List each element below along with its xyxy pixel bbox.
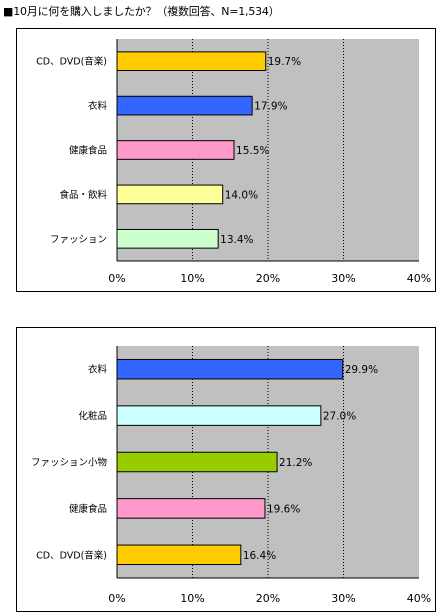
- chart-panel-2: 0% 10% 20% 30% 40% 衣料 29.9% 化粧品 27.0% ファッション小物 21.…: [16, 327, 436, 612]
- data-label: 16.4%: [243, 550, 276, 562]
- category-label: 健康食品: [69, 503, 107, 515]
- category-label: 健康食品: [69, 145, 107, 157]
- category-label: 食品・飲料: [59, 189, 107, 201]
- bar-chart-2: 0% 10% 20% 30% 40% 衣料 29.9% 化粧品 27.0% ファッション小物 21.…: [31, 346, 431, 605]
- data-label: 27.0%: [323, 411, 356, 423]
- x-tick-label: 20%: [256, 272, 280, 285]
- data-label: 19.7%: [268, 56, 301, 68]
- data-label: 14.0%: [225, 189, 258, 201]
- data-label: 15.5%: [236, 145, 269, 157]
- x-tick-label: 10%: [180, 592, 204, 605]
- x-tick-label: 40%: [407, 272, 431, 285]
- bar: [116, 95, 253, 116]
- chart-title: ■10月に何を購入しましたか？（複数回答、N=1,534）: [3, 5, 280, 18]
- bar: [116, 228, 219, 249]
- category-label: 衣料: [88, 364, 108, 376]
- data-label: 21.2%: [279, 457, 312, 469]
- x-tick-label: 0%: [108, 592, 125, 605]
- x-tick-label: 30%: [331, 272, 355, 285]
- bar: [116, 184, 224, 205]
- data-label: 13.4%: [220, 234, 253, 246]
- category-label: CD、DVD(音楽): [36, 56, 107, 68]
- category-label: CD、DVD(音楽): [36, 549, 107, 561]
- bar: [116, 498, 266, 519]
- x-tick-label: 30%: [331, 592, 355, 605]
- bar: [116, 358, 344, 380]
- bar: [116, 544, 242, 566]
- x-tick-label: 0%: [108, 272, 125, 285]
- data-label: 19.6%: [267, 503, 300, 515]
- bar: [116, 51, 267, 72]
- x-tick-label: 40%: [407, 592, 431, 605]
- category-label: ファッション: [50, 234, 107, 245]
- category-label: ファッション小物: [31, 457, 108, 469]
- bar: [116, 451, 278, 473]
- data-label: 29.9%: [345, 364, 378, 376]
- bar-chart-1: 0% 10% 20% 30% 40% CD、DVD(音楽) 19.7% 衣料 17.9% 健康食品…: [36, 39, 431, 285]
- bar: [116, 140, 235, 160]
- category-label: 化粧品: [78, 410, 107, 422]
- chart-panel-1: 0% 10% 20% 30% 40% CD、DVD(音楽) 19.7% 衣料 17.9% 健康食品…: [16, 28, 436, 292]
- bar: [116, 405, 322, 426]
- x-tick-label: 20%: [256, 592, 280, 605]
- data-label: 17.9%: [254, 101, 287, 113]
- category-label: 衣料: [88, 100, 108, 112]
- x-tick-label: 10%: [180, 272, 204, 285]
